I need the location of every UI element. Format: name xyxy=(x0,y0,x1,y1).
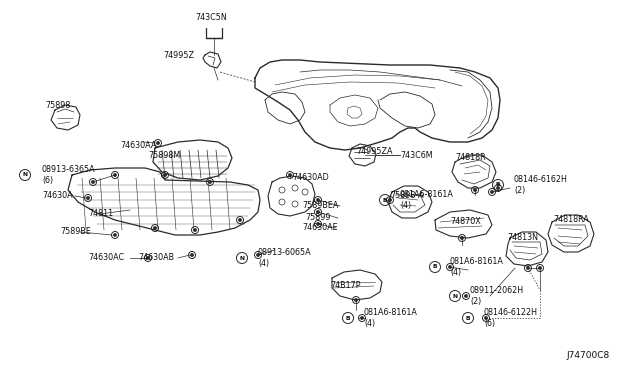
Text: 74995Z: 74995Z xyxy=(163,51,194,60)
Circle shape xyxy=(92,181,94,183)
Circle shape xyxy=(191,254,193,256)
Circle shape xyxy=(87,197,89,199)
Circle shape xyxy=(209,181,211,183)
Circle shape xyxy=(361,317,364,319)
Circle shape xyxy=(194,229,196,231)
Text: 74813N: 74813N xyxy=(507,234,538,243)
Circle shape xyxy=(164,174,166,176)
Text: 74630AC: 74630AC xyxy=(88,253,124,263)
Text: 08911-2062H
(2): 08911-2062H (2) xyxy=(470,286,524,306)
Text: 081A6-8161A
(4): 081A6-8161A (4) xyxy=(400,190,454,210)
Circle shape xyxy=(527,267,529,269)
Circle shape xyxy=(114,174,116,176)
Text: 081A6-8161A
(4): 081A6-8161A (4) xyxy=(450,257,504,277)
Text: 74630AA: 74630AA xyxy=(120,141,156,150)
Circle shape xyxy=(114,234,116,236)
Text: B: B xyxy=(346,315,350,321)
Circle shape xyxy=(388,199,391,201)
Text: 081A6-8161A
(4): 081A6-8161A (4) xyxy=(364,308,418,328)
Circle shape xyxy=(474,189,476,191)
Text: 08146-6162H
(2): 08146-6162H (2) xyxy=(514,175,568,195)
Text: N: N xyxy=(452,294,458,298)
Text: 743C6M: 743C6M xyxy=(400,151,433,160)
Text: B: B xyxy=(496,183,500,187)
Circle shape xyxy=(539,267,541,269)
Circle shape xyxy=(157,142,159,144)
Circle shape xyxy=(485,317,487,319)
Text: 74630AD: 74630AD xyxy=(292,173,329,183)
Circle shape xyxy=(465,295,467,297)
Circle shape xyxy=(147,257,149,259)
Text: N: N xyxy=(22,173,28,177)
Text: B: B xyxy=(466,315,470,321)
Text: 74870X: 74870X xyxy=(450,218,481,227)
Text: 08913-6065A
(4): 08913-6065A (4) xyxy=(258,248,312,268)
Circle shape xyxy=(289,174,291,176)
Text: 74811: 74811 xyxy=(88,209,113,218)
Text: N: N xyxy=(239,256,244,260)
Circle shape xyxy=(317,199,319,201)
Text: 7589BEA: 7589BEA xyxy=(302,202,339,211)
Circle shape xyxy=(449,266,451,268)
Circle shape xyxy=(257,254,259,256)
Circle shape xyxy=(497,187,499,189)
Text: J74700C8: J74700C8 xyxy=(567,350,610,359)
Text: B: B xyxy=(383,198,387,202)
Text: B: B xyxy=(433,264,437,269)
Text: 75898: 75898 xyxy=(45,100,70,109)
Circle shape xyxy=(355,299,357,301)
Circle shape xyxy=(239,219,241,221)
Text: 08913-6365A
(6): 08913-6365A (6) xyxy=(42,165,95,185)
Circle shape xyxy=(154,227,156,229)
Circle shape xyxy=(317,223,319,225)
Text: 74630AB: 74630AB xyxy=(138,253,174,263)
Text: 74630A: 74630A xyxy=(42,190,72,199)
Text: 7589BE: 7589BE xyxy=(60,228,91,237)
Circle shape xyxy=(317,211,319,213)
Text: 75898M: 75898M xyxy=(148,151,180,160)
Text: 74818R: 74818R xyxy=(455,154,486,163)
Text: 743C5N: 743C5N xyxy=(195,13,227,22)
Text: 74995ZA: 74995ZA xyxy=(356,148,392,157)
Circle shape xyxy=(491,191,493,193)
Text: 75898-A: 75898-A xyxy=(390,190,424,199)
Circle shape xyxy=(461,237,463,239)
Text: 74630AE: 74630AE xyxy=(302,224,338,232)
Text: 74B17P: 74B17P xyxy=(330,280,360,289)
Text: 74818RA: 74818RA xyxy=(553,215,589,224)
Text: 08146-6122H
(6): 08146-6122H (6) xyxy=(484,308,538,328)
Text: 75899: 75899 xyxy=(305,214,330,222)
